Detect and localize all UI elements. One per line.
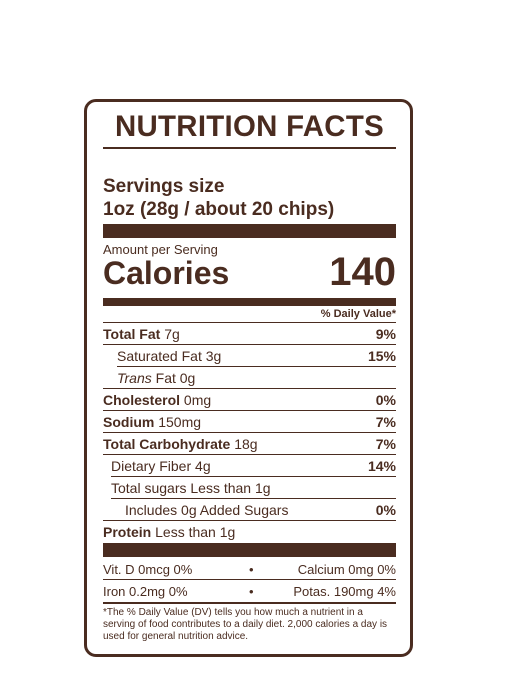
nutrient-name: Total Fat	[103, 326, 161, 342]
vitamin-left: Iron 0.2mg 0%	[103, 584, 188, 599]
bullet-separator: •	[249, 584, 254, 599]
nutrient-amount: Less than 1g	[190, 480, 271, 496]
nutrient-name: Trans	[117, 370, 152, 386]
nutrient-dv: 9%	[375, 326, 396, 342]
bullet-separator: •	[249, 562, 254, 577]
label-content: NUTRITION FACTS Servings size 1oz (28g /…	[103, 102, 396, 654]
nutrient-row-dietary-fiber: Dietary Fiber 4g 14%	[103, 455, 396, 477]
thick-rule-2	[103, 298, 396, 306]
servings-size-label: Servings size	[103, 176, 225, 197]
vitamin-right: Calcium 0mg 0%	[297, 562, 396, 577]
nutrient-name: Protein	[103, 524, 152, 540]
nutrient-dv: 15%	[367, 348, 396, 364]
nutrient-name: Sodium	[103, 414, 155, 430]
footnote: *The % Daily Value (DV) tells you how mu…	[103, 607, 388, 642]
nutrient-name: Total Carbohydrate	[103, 436, 231, 452]
footnote-rule	[103, 602, 396, 604]
nutrient-dv: 7%	[375, 436, 396, 452]
nutrient-row-sodium: Sodium 150mg 7%	[103, 411, 396, 433]
amount-per-serving: Amount per Serving	[103, 242, 218, 257]
vitamin-right: Potas. 190mg 4%	[293, 584, 396, 599]
nutrient-amount: 0g	[179, 370, 196, 386]
nutrition-facts-label: NUTRITION FACTS Servings size 1oz (28g /…	[84, 99, 413, 657]
nutrient-amount: 7g	[164, 326, 180, 342]
nutrient-row-trans-fat: Trans Fat 0g	[103, 367, 396, 389]
dv-rule	[103, 322, 396, 323]
nutrient-amount: 3g	[205, 348, 222, 364]
nutrient-row-cholesterol: Cholesterol 0mg 0%	[103, 389, 396, 411]
nutrient-name: Includes 0g Added Sugars	[125, 502, 289, 518]
calories-value: 140	[329, 250, 396, 294]
nutrient-name: Saturated Fat	[117, 348, 202, 364]
title-rule	[103, 147, 396, 149]
nutrient-amount: Less than 1g	[155, 524, 236, 540]
nutrient-amount: 18g	[234, 436, 258, 452]
daily-value-header: % Daily Value*	[320, 308, 396, 320]
nutrient-row-saturated-fat: Saturated Fat 3g 15%	[103, 345, 396, 367]
nutrient-name: Cholesterol	[103, 392, 181, 408]
nutrient-amount: 150mg	[158, 414, 202, 430]
vitamin-left: Vit. D 0mcg 0%	[103, 562, 193, 577]
nutrient-row-added-sugars: Includes 0g Added Sugars 0%	[103, 499, 396, 521]
nutrient-amount: 4g	[195, 458, 211, 474]
nutrient-row-total-fat: Total Fat 7g 9%	[103, 323, 396, 345]
nutrient-name-rest: Fat	[155, 370, 176, 386]
nutrient-row-total-sugars: Total sugars Less than 1g	[103, 477, 396, 499]
nutrient-dv: 14%	[367, 458, 396, 474]
vitamin-row-2: Iron 0.2mg 0% • Potas. 190mg 4%	[103, 580, 396, 602]
thick-rule-1	[103, 224, 396, 238]
calories-label: Calories	[103, 255, 230, 291]
vitamin-row-1: Vit. D 0mcg 0% • Calcium 0mg 0%	[103, 558, 396, 580]
nutrient-dv: 0%	[375, 502, 396, 518]
nutrient-name: Total sugars	[111, 480, 187, 496]
nutrient-row-total-carbohydrate: Total Carbohydrate 18g 7%	[103, 433, 396, 455]
thick-rule-3	[103, 543, 396, 557]
label-title: NUTRITION FACTS	[114, 110, 385, 143]
nutrient-row-protein: Protein Less than 1g	[103, 521, 396, 543]
nutrient-dv: 0%	[375, 392, 396, 408]
nutrient-name: Dietary Fiber	[111, 458, 192, 474]
nutrient-dv: 7%	[375, 414, 396, 430]
nutrient-amount: 0mg	[183, 392, 212, 408]
serving-size-value: 1oz (28g / about 20 chips)	[103, 199, 335, 220]
